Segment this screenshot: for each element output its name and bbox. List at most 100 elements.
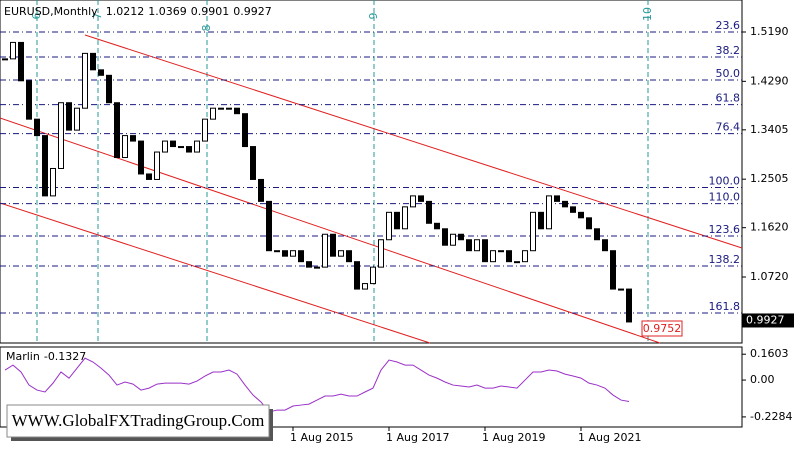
channel-line <box>84 34 743 249</box>
candle <box>186 146 192 153</box>
candle <box>162 140 168 153</box>
fib-label: 123.6 <box>709 223 741 236</box>
chart-title: EURUSD,Monthly 1.0212 1.0369 0.9901 0.9927 <box>4 5 272 18</box>
candle <box>330 233 336 257</box>
candle <box>530 211 536 252</box>
channel-line <box>0 117 661 344</box>
indicator-title: Marlin -0.1327 <box>6 350 86 363</box>
candle <box>434 222 440 230</box>
watermark-box: WWW.GlobalFXTradingGroup.Com <box>6 404 273 441</box>
fib-label: 100.0 <box>709 175 741 188</box>
candle <box>322 233 328 268</box>
candle <box>194 140 200 153</box>
candle <box>170 140 176 148</box>
candle <box>394 211 400 230</box>
candle <box>122 135 128 159</box>
candle <box>442 228 448 246</box>
price-panel <box>0 0 743 344</box>
header-open: 1.0212 <box>106 5 145 18</box>
watermark-bg <box>6 404 270 438</box>
candle <box>458 233 464 241</box>
x-tick-label: 1 Aug 2015 <box>290 431 353 444</box>
candle <box>586 217 592 230</box>
candle <box>602 239 608 252</box>
fib-label: 38.2 <box>716 44 741 57</box>
candle <box>618 288 624 291</box>
cycle-label: 10 <box>641 7 654 21</box>
x-tick-label: 1 Aug 2019 <box>482 431 545 444</box>
candle <box>298 250 304 263</box>
candle <box>58 102 64 169</box>
header-high: 1.0369 <box>148 5 187 18</box>
y-tick-label: 1.1620 <box>750 221 789 234</box>
candle <box>26 80 32 120</box>
candle <box>386 211 392 241</box>
candle <box>418 195 424 202</box>
fib-label: 76.4 <box>716 121 741 134</box>
candle <box>402 206 408 230</box>
candle <box>306 261 312 268</box>
y-tick-label: 0.1603 <box>750 347 789 360</box>
candle <box>18 41 24 82</box>
y-tick-label: 1.4290 <box>750 74 789 87</box>
indicator-line <box>4 357 630 413</box>
candle <box>490 250 496 263</box>
candle <box>90 52 96 71</box>
fib-label: 50.0 <box>716 67 741 80</box>
cycle-label: 7 <box>91 13 104 20</box>
watermark: WWW.GlobalFXTradingGroup.Com <box>12 411 265 430</box>
candle <box>10 41 16 60</box>
candle <box>202 118 208 142</box>
indicator-name: Marlin <box>6 350 40 363</box>
target-label: 0.9752 <box>643 322 682 335</box>
candle <box>578 211 584 219</box>
candle <box>626 288 632 323</box>
fib-label: 61.8 <box>716 92 741 105</box>
candle <box>338 250 344 257</box>
candle <box>482 239 488 263</box>
candle <box>98 69 104 76</box>
candle <box>474 239 480 252</box>
candle <box>250 146 256 180</box>
fib-label: 110.0 <box>709 191 741 204</box>
candle <box>410 195 416 208</box>
y-tick-label: 0.00 <box>750 373 775 386</box>
candle <box>50 167 56 197</box>
candle <box>426 200 432 224</box>
x-tick-label: 1 Aug 2021 <box>578 431 641 444</box>
candle <box>282 250 288 257</box>
candle <box>258 178 264 202</box>
candle <box>506 250 512 263</box>
candle <box>498 250 504 253</box>
candle <box>466 239 472 252</box>
fib-label: 161.8 <box>709 300 741 313</box>
y-tick-label: 1.5190 <box>750 25 789 38</box>
candle <box>242 113 248 148</box>
channel-line <box>0 202 431 344</box>
y-tick-label: 1.0720 <box>750 270 789 283</box>
candle <box>514 261 520 264</box>
candle <box>274 250 280 253</box>
candle <box>2 58 8 61</box>
last-price-box <box>742 313 794 328</box>
candle <box>370 266 376 285</box>
header-low: 0.9901 <box>191 5 230 18</box>
fib-label: 23.6 <box>716 19 741 32</box>
candle <box>266 200 272 252</box>
fib-label: 138.2 <box>709 253 741 266</box>
candle <box>74 107 80 131</box>
cycle-label: 9 <box>367 13 380 20</box>
x-tick-label: 1 Aug 2017 <box>386 431 449 444</box>
y-tick-label: -0.2284 <box>750 410 792 423</box>
candle <box>522 250 528 263</box>
symbol: EURUSD,Monthly <box>4 5 98 18</box>
candle <box>154 151 160 180</box>
candle <box>314 266 320 269</box>
candle <box>610 250 616 290</box>
candle <box>346 250 352 263</box>
candle <box>82 52 88 109</box>
header-close: 0.9927 <box>233 5 272 18</box>
cycle-label: 6 <box>30 13 43 20</box>
y-tick-label: 1.2505 <box>750 172 789 185</box>
